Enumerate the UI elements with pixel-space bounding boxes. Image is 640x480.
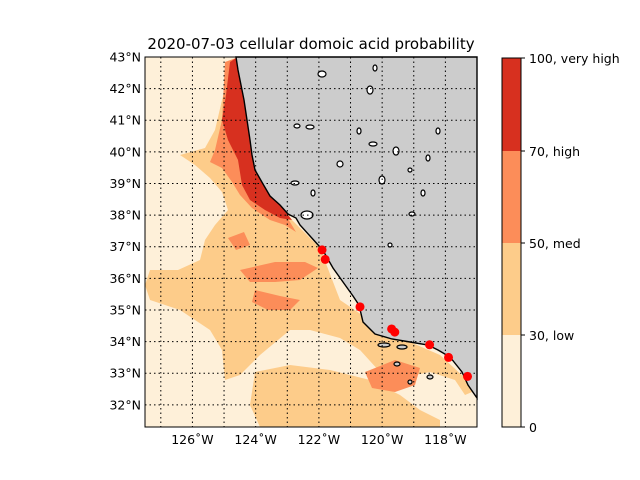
site-marker: [390, 327, 400, 337]
high-probability-patch-2: [252, 290, 300, 310]
colorbar-label-low: 30, low: [529, 328, 574, 343]
site-marker: [317, 245, 327, 255]
colorbar-band-high: [502, 151, 521, 243]
lat-label: 35°N: [109, 302, 141, 317]
islands: [377, 342, 434, 385]
site-marker: [355, 302, 365, 312]
map-panel: 43°N 42°N 41°N 40°N 39°N 38°N 37°N 36°N 35°N 34°N…: [109, 50, 478, 447]
latitude-labels: 43°N 42°N 41°N 40°N 39°N 38°N 37°N 36°N 35°N 34°N…: [109, 50, 141, 413]
map-title: 2020-07-03 cellular domoic acid probabil…: [147, 35, 474, 53]
lon-label: 126˚W: [171, 432, 213, 447]
lon-label: 120˚W: [361, 432, 403, 447]
high-probability-patch-3: [365, 360, 420, 392]
lat-label: 41°N: [109, 113, 141, 128]
colorbar-label-med: 50, med: [529, 236, 581, 251]
lat-label: 42°N: [109, 81, 141, 96]
lon-label: 124˚W: [234, 432, 276, 447]
map-frame: [144, 56, 478, 428]
site-marker: [444, 352, 454, 362]
lat-label: 32°N: [109, 397, 141, 412]
lon-label: 118˚W: [424, 432, 466, 447]
lat-label: 33°N: [109, 366, 141, 381]
lat-label: 36°N: [109, 271, 141, 286]
very-high-probability-region: [222, 58, 292, 220]
colorbar-band-low: [502, 335, 521, 427]
colorbar-label-zero: 0: [529, 420, 537, 435]
lat-label: 37°N: [109, 239, 141, 254]
gridlines: [145, 56, 478, 427]
site-marker: [320, 254, 330, 264]
sampling-sites: [317, 245, 473, 381]
high-probability-patch-1: [240, 262, 318, 282]
med-probability-south: [250, 365, 440, 427]
colorbar-band-med: [502, 243, 521, 335]
colorbar-label-high: 70, high: [529, 144, 580, 159]
lon-label: 122˚W: [298, 432, 340, 447]
lat-label: 38°N: [109, 208, 141, 223]
colorbar-label-very-high: 100, very high: [529, 51, 620, 66]
site-marker: [463, 371, 473, 381]
site-marker: [425, 340, 435, 350]
longitude-labels: 126˚W 124˚W 122˚W 120˚W 118˚W: [171, 432, 466, 447]
lat-label: 40°N: [109, 144, 141, 159]
lat-label: 39°N: [109, 176, 141, 191]
colorbar: 100, very high 70, high 50, med 30, low …: [501, 51, 620, 435]
lat-label: 43°N: [109, 50, 141, 65]
lat-label: 34°N: [109, 334, 141, 349]
high-probability-patch-4: [228, 232, 250, 250]
colorbar-band-very-high: [502, 58, 521, 151]
